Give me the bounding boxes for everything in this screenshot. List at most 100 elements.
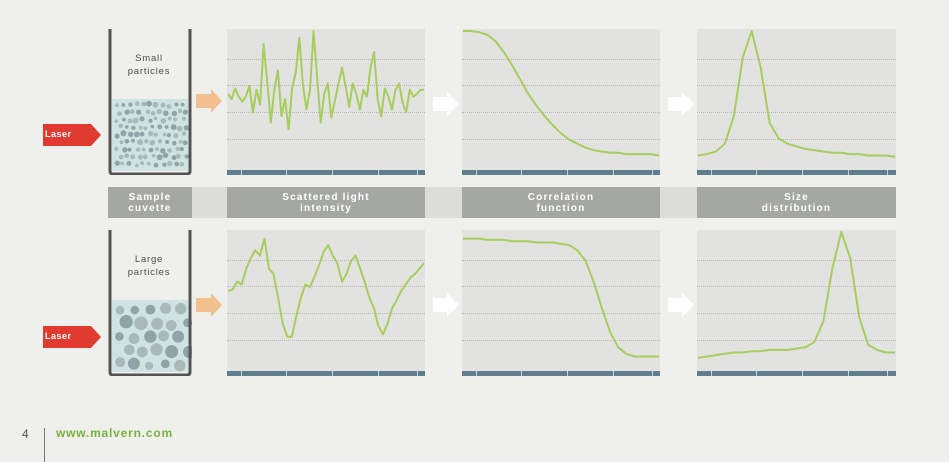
particle bbox=[144, 330, 157, 343]
particle bbox=[174, 359, 186, 372]
particle bbox=[146, 100, 152, 107]
laser-arrow-icon bbox=[43, 326, 101, 348]
header-strip bbox=[660, 187, 697, 218]
particle bbox=[151, 153, 156, 158]
flow-arrow-white-icon bbox=[433, 293, 459, 317]
header-scattered-label: Scattered light intensity bbox=[282, 191, 370, 214]
cuvette-small bbox=[108, 29, 192, 176]
particle bbox=[177, 108, 183, 114]
panel-large-size bbox=[697, 230, 896, 376]
particle bbox=[128, 333, 140, 344]
header-size-distribution: Size distribution bbox=[697, 187, 896, 218]
particle bbox=[115, 103, 119, 108]
particle bbox=[150, 124, 155, 129]
particle bbox=[151, 317, 164, 330]
particle bbox=[143, 126, 148, 131]
particle bbox=[165, 345, 179, 359]
particle bbox=[133, 131, 140, 138]
chart-small-scattered bbox=[227, 30, 424, 131]
cuvette-label-large: Large particles bbox=[127, 254, 171, 278]
particle bbox=[160, 102, 166, 108]
header-sample-cuvette: Sample cuvette bbox=[108, 187, 192, 218]
particle bbox=[127, 118, 133, 124]
header-strip bbox=[425, 187, 462, 218]
panel-small-correlation bbox=[462, 29, 660, 175]
particle bbox=[122, 147, 128, 153]
particle bbox=[121, 103, 126, 107]
particle bbox=[152, 101, 159, 108]
particle bbox=[167, 148, 172, 153]
particle bbox=[128, 131, 134, 137]
panel-large-scattered bbox=[227, 230, 425, 376]
particle bbox=[134, 316, 148, 331]
particle bbox=[124, 139, 130, 144]
x-axis-bar bbox=[697, 371, 896, 376]
particle bbox=[150, 111, 156, 116]
header-strip bbox=[192, 187, 227, 218]
header-correlation-label: Correlation function bbox=[527, 191, 595, 214]
particle bbox=[167, 116, 172, 121]
cuvette-large bbox=[108, 230, 196, 377]
particle bbox=[166, 133, 171, 138]
particle bbox=[124, 344, 135, 356]
cuvette-small-drawing bbox=[108, 29, 192, 176]
particle bbox=[135, 163, 139, 168]
flow-arrow-orange-icon bbox=[196, 293, 222, 317]
header-correlation: Correlation function bbox=[462, 187, 660, 218]
header-size-label: Size distribution bbox=[761, 191, 832, 214]
particle bbox=[165, 320, 177, 331]
particle bbox=[157, 139, 163, 144]
laser-label: Laser bbox=[45, 331, 72, 341]
particle bbox=[115, 357, 126, 368]
particle bbox=[164, 125, 169, 129]
particle bbox=[182, 109, 188, 115]
particle bbox=[160, 302, 172, 314]
particle bbox=[160, 118, 167, 124]
particle bbox=[145, 109, 151, 115]
particle bbox=[131, 138, 135, 143]
particle bbox=[183, 125, 189, 131]
particle bbox=[148, 147, 154, 153]
particle bbox=[147, 131, 154, 137]
particle bbox=[156, 108, 162, 115]
particle bbox=[171, 155, 177, 161]
particle bbox=[119, 140, 124, 145]
header-scattered-light: Scattered light intensity bbox=[227, 187, 425, 218]
curve-large-correlation bbox=[463, 237, 659, 358]
particle bbox=[115, 305, 125, 315]
particle bbox=[179, 161, 185, 167]
particle bbox=[167, 160, 173, 167]
particle bbox=[117, 111, 122, 116]
x-axis-bar bbox=[227, 371, 425, 376]
x-axis-bar bbox=[462, 170, 660, 175]
particle bbox=[156, 154, 163, 161]
page-number: 4 bbox=[22, 427, 29, 441]
particle bbox=[160, 359, 170, 369]
particle bbox=[158, 330, 169, 342]
particle bbox=[130, 305, 140, 315]
particle bbox=[138, 154, 143, 160]
particle bbox=[162, 152, 169, 159]
particle bbox=[119, 315, 133, 329]
panel-large-correlation bbox=[462, 230, 660, 376]
particle bbox=[124, 109, 130, 115]
particle bbox=[144, 138, 149, 144]
particle bbox=[140, 161, 145, 166]
particle bbox=[125, 125, 129, 129]
particle bbox=[130, 154, 136, 160]
chart-large-correlation bbox=[463, 237, 659, 358]
particle bbox=[120, 161, 124, 166]
curve-small-scattered bbox=[227, 30, 424, 131]
particle bbox=[146, 161, 151, 166]
particle bbox=[166, 104, 172, 109]
particle bbox=[148, 118, 153, 123]
particle bbox=[128, 102, 133, 107]
particle bbox=[136, 346, 148, 358]
panel-small-size bbox=[697, 29, 896, 175]
particle bbox=[153, 162, 159, 168]
x-axis-bar bbox=[697, 170, 896, 175]
website-link[interactable]: www.malvern.com bbox=[56, 426, 173, 440]
laser-label: Laser bbox=[45, 129, 72, 139]
particle bbox=[138, 125, 143, 130]
particle bbox=[114, 146, 119, 152]
